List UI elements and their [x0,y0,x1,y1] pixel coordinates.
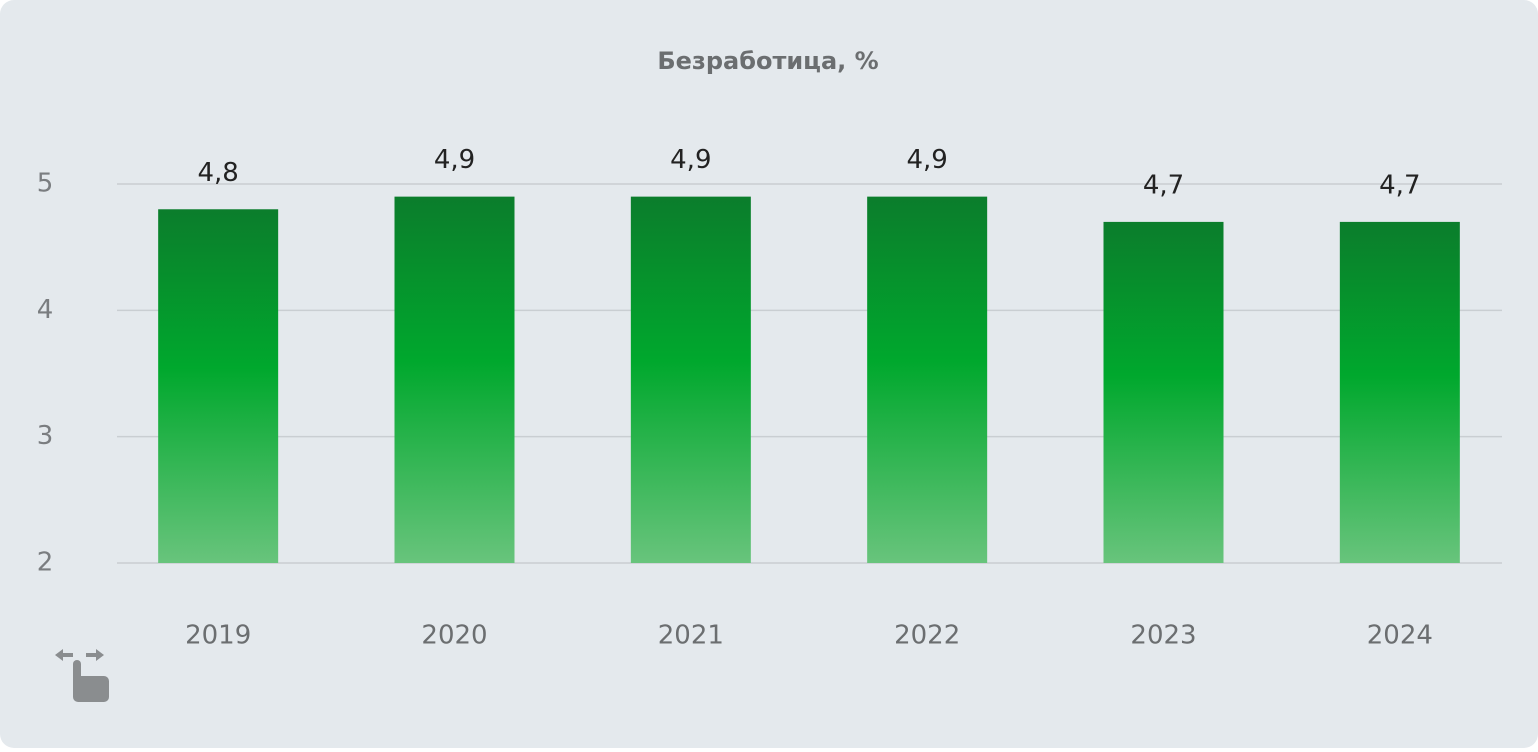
value-label: 4,9 [434,145,475,175]
x-tick-label: 2019 [185,621,251,651]
bar [394,196,515,563]
value-label: 4,7 [1143,170,1184,200]
bar [630,196,751,563]
chart-title: Безработица, % [657,47,878,75]
y-tick-label: 2 [37,548,54,578]
bar [158,209,279,563]
x-tick-label: 2024 [1367,621,1433,651]
value-label: 4,8 [197,158,238,188]
x-tick-label: 2021 [658,621,724,651]
y-tick-label: 3 [37,421,54,451]
y-tick-label: 5 [37,169,54,199]
x-tick-label: 2020 [421,621,487,651]
bar [1339,221,1460,563]
x-tick-label: 2022 [894,621,960,651]
y-tick-label: 4 [37,295,54,325]
value-label: 4,9 [670,145,711,175]
value-label: 4,9 [906,145,947,175]
bar [1103,221,1224,563]
x-tick-label: 2023 [1130,621,1196,651]
bar [867,196,988,563]
swipe-icon [55,649,109,702]
value-label: 4,7 [1379,170,1420,200]
